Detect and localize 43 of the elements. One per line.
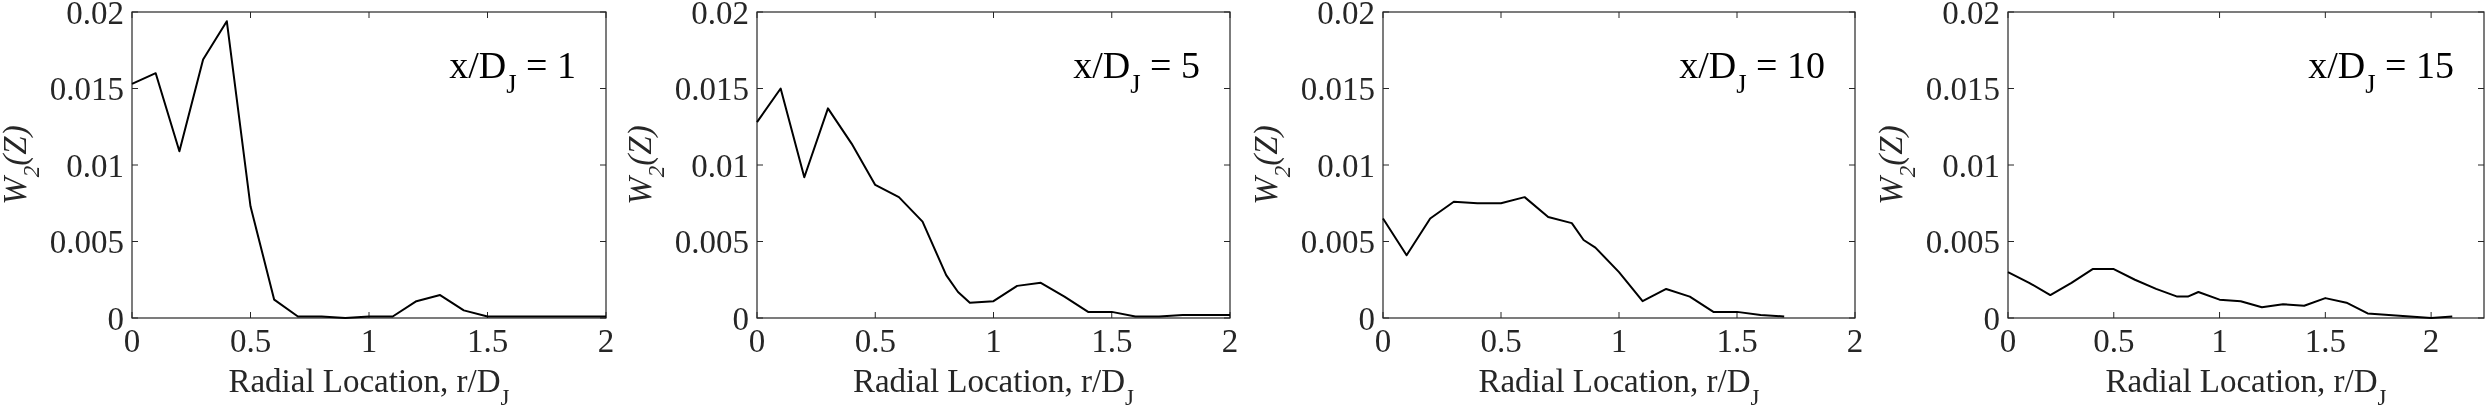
y-tick-label: 0.02 [691, 0, 749, 31]
y-tick-label: 0.02 [1317, 0, 1375, 31]
annotation: x/D$_{J}$ = 10 [1679, 44, 1825, 99]
x-tick-label: 1 [2211, 323, 2228, 359]
y-tick-label: 0.01 [691, 147, 749, 184]
x-tick-label: 2 [1846, 323, 1864, 359]
x-tick-label: 1 [985, 323, 1002, 359]
annotation: x/D$_{J}$ = 5 [1073, 44, 1200, 99]
x-axis-title: Radial Location, r/D$_{J}$ [852, 363, 1135, 410]
x-tick-label: 1.5 [1091, 323, 1133, 359]
y-tick-label: 0.005 [1925, 224, 2000, 261]
y-tick-label: 0.01 [66, 147, 124, 184]
y-tick-label: 0.015 [49, 71, 124, 108]
annotation: x/D$_{J}$ = 15 [2308, 44, 2454, 99]
x-tick-label: 2 [597, 323, 615, 359]
x-tick-label: 0.5 [854, 323, 896, 359]
x-tick-label: 0.5 [1480, 323, 1522, 359]
y-tick-label: 0.005 [49, 224, 124, 261]
x-axis-title: Radial Location, r/D$_{J}$ [1478, 363, 1760, 410]
y-tick-label: 0.005 [1300, 224, 1375, 261]
x-tick-label: 2 [1221, 323, 1239, 359]
line-series [131, 20, 607, 319]
line-series [2007, 268, 2454, 319]
y-tick-label: 0.015 [674, 71, 749, 108]
x-axis-title: Radial Location, r/D$_{J}$ [228, 363, 510, 410]
x-tick-label: 1 [1610, 323, 1628, 359]
x-tick-label: 0.5 [2093, 323, 2135, 359]
y-tick-label: 0.02 [66, 0, 124, 31]
x-axis-title: Radial Location, r/D$_{J}$ [2105, 363, 2387, 410]
x-tick-label: 0.5 [229, 323, 272, 359]
y-tick-label: 0.01 [1317, 147, 1375, 184]
x-tick-label: 1.5 [1716, 323, 1758, 359]
y-tick-label: 0.015 [1300, 71, 1375, 108]
line-series [1382, 196, 1786, 318]
x-tick-label: 2 [2422, 323, 2440, 359]
x-tick-label: 1.5 [2304, 323, 2346, 359]
x-tick-label: 1 [360, 323, 378, 359]
y-tick-label: 0.02 [1942, 0, 2000, 31]
x-tick-label: 1.5 [466, 323, 509, 359]
y-tick-label: 0.01 [1942, 147, 2000, 184]
annotation: x/D$_{J}$ = 1 [449, 44, 576, 99]
y-tick-label: 0.005 [674, 224, 749, 261]
y-tick-label: 0.015 [1925, 71, 2000, 108]
